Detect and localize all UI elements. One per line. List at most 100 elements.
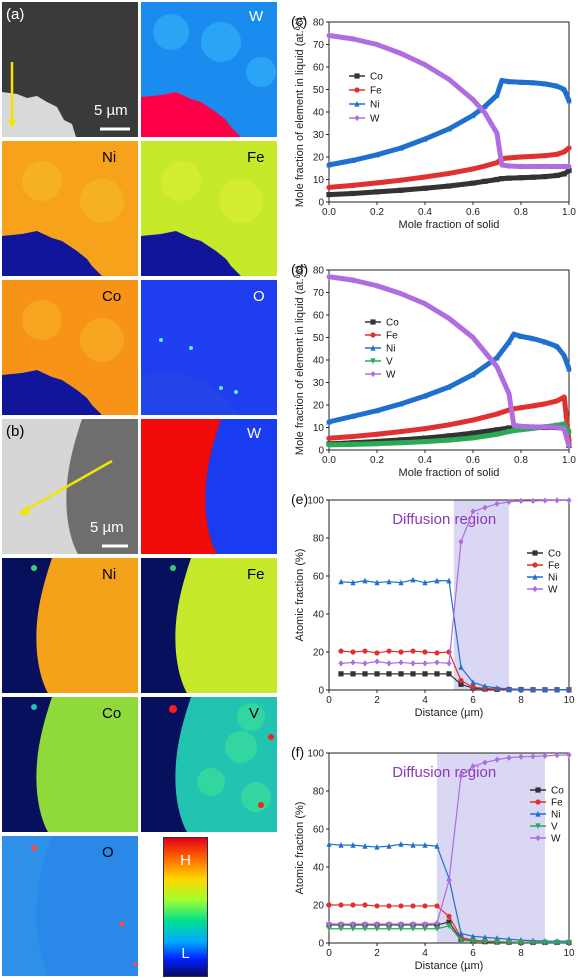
y-tick-label: 80 xyxy=(313,18,325,29)
map-label-a-o: O xyxy=(253,288,265,305)
data-point xyxy=(506,939,512,946)
data-point xyxy=(374,441,380,447)
plot-frame xyxy=(328,499,570,691)
legend-marker xyxy=(354,87,360,93)
data-point xyxy=(326,161,332,168)
series-line xyxy=(340,579,570,691)
data-point xyxy=(482,934,488,940)
data-point xyxy=(482,103,488,109)
y-tick-label: 70 xyxy=(313,40,325,51)
data-point xyxy=(499,161,505,168)
data-point xyxy=(386,920,392,928)
data-point xyxy=(446,125,452,132)
series-v xyxy=(326,923,572,946)
data-point xyxy=(542,80,548,87)
data-point xyxy=(470,166,476,172)
map-label-a-w: W xyxy=(249,8,264,25)
legend-label: Fe xyxy=(548,561,560,572)
data-point xyxy=(398,841,404,847)
data-point xyxy=(326,926,332,932)
data-point xyxy=(566,167,572,174)
x-tick-label: 1.0 xyxy=(562,455,576,466)
chart-d: 0.0 0.2 0.4 0.6 0.8 1.0 0 10 20 30 40 50 60 70 80 Mole … xyxy=(285,240,581,480)
data-point xyxy=(506,78,512,85)
data-point xyxy=(374,180,380,186)
data-point xyxy=(518,175,524,181)
data-point xyxy=(518,686,524,692)
legend-marker xyxy=(354,100,360,107)
sem-image-a: (a) 5 µm xyxy=(2,2,138,137)
data-point xyxy=(494,411,500,417)
data-point xyxy=(494,427,500,433)
data-point xyxy=(458,681,464,687)
data-point xyxy=(561,171,567,177)
data-point xyxy=(350,579,356,586)
data-point xyxy=(350,190,356,197)
data-point xyxy=(350,659,356,666)
panel-label-a: (a) xyxy=(6,6,25,23)
data-point xyxy=(494,935,500,941)
data-point xyxy=(362,926,368,932)
data-point xyxy=(530,79,536,86)
data-point xyxy=(374,903,380,909)
data-point xyxy=(350,182,356,188)
data-point xyxy=(506,155,512,161)
data-point xyxy=(398,428,404,435)
data-point xyxy=(374,151,380,158)
data-point xyxy=(506,498,512,505)
data-point xyxy=(398,671,404,677)
y-tick-label: 40 xyxy=(313,108,325,119)
data-point xyxy=(482,110,488,117)
data-point xyxy=(362,660,368,667)
legend-label: W xyxy=(551,834,561,845)
data-point xyxy=(398,437,404,443)
data-point xyxy=(446,913,452,919)
data-point xyxy=(434,659,440,666)
data-point xyxy=(338,920,344,928)
x-tick-label: 0.4 xyxy=(418,455,432,466)
data-point xyxy=(422,660,428,667)
legend-marker xyxy=(370,358,376,365)
data-point xyxy=(470,508,476,515)
legend-label: Co xyxy=(370,72,383,83)
data-point xyxy=(566,497,572,504)
data-point xyxy=(386,903,392,909)
data-point xyxy=(350,649,356,655)
data-point xyxy=(362,902,368,908)
data-point xyxy=(530,403,536,409)
legend-marker xyxy=(354,114,360,122)
sem-image-b: (b) 5 µm xyxy=(2,419,138,554)
data-point xyxy=(470,180,476,186)
data-point xyxy=(554,686,560,693)
data-point xyxy=(506,162,512,170)
data-point xyxy=(446,660,452,667)
y-tick-label: 100 xyxy=(307,496,324,507)
legend-marker xyxy=(370,344,376,351)
data-point xyxy=(561,425,567,432)
data-point xyxy=(542,939,548,946)
colorbar-high-label: H xyxy=(180,852,191,869)
data-point xyxy=(422,926,428,932)
data-point xyxy=(566,365,572,372)
data-point xyxy=(350,433,356,440)
x-axis-label: Mole fraction of solid xyxy=(399,219,500,231)
legend-marker xyxy=(370,332,376,338)
data-point xyxy=(542,423,548,431)
series-line xyxy=(326,394,572,444)
data-point xyxy=(554,343,560,350)
data-point xyxy=(338,578,344,585)
series-w xyxy=(326,32,572,170)
data-point xyxy=(518,423,524,430)
y-tick-label: 0 xyxy=(318,446,324,457)
data-point xyxy=(446,383,452,390)
legend-marker xyxy=(535,823,541,830)
data-point xyxy=(458,937,464,944)
y-tick-label: 70 xyxy=(313,288,325,299)
data-point xyxy=(470,371,476,378)
y-tick-label: 20 xyxy=(313,153,325,164)
data-point xyxy=(458,538,464,545)
legend-marker xyxy=(532,573,538,580)
legend-label: Ni xyxy=(370,100,379,111)
data-point xyxy=(494,756,500,763)
